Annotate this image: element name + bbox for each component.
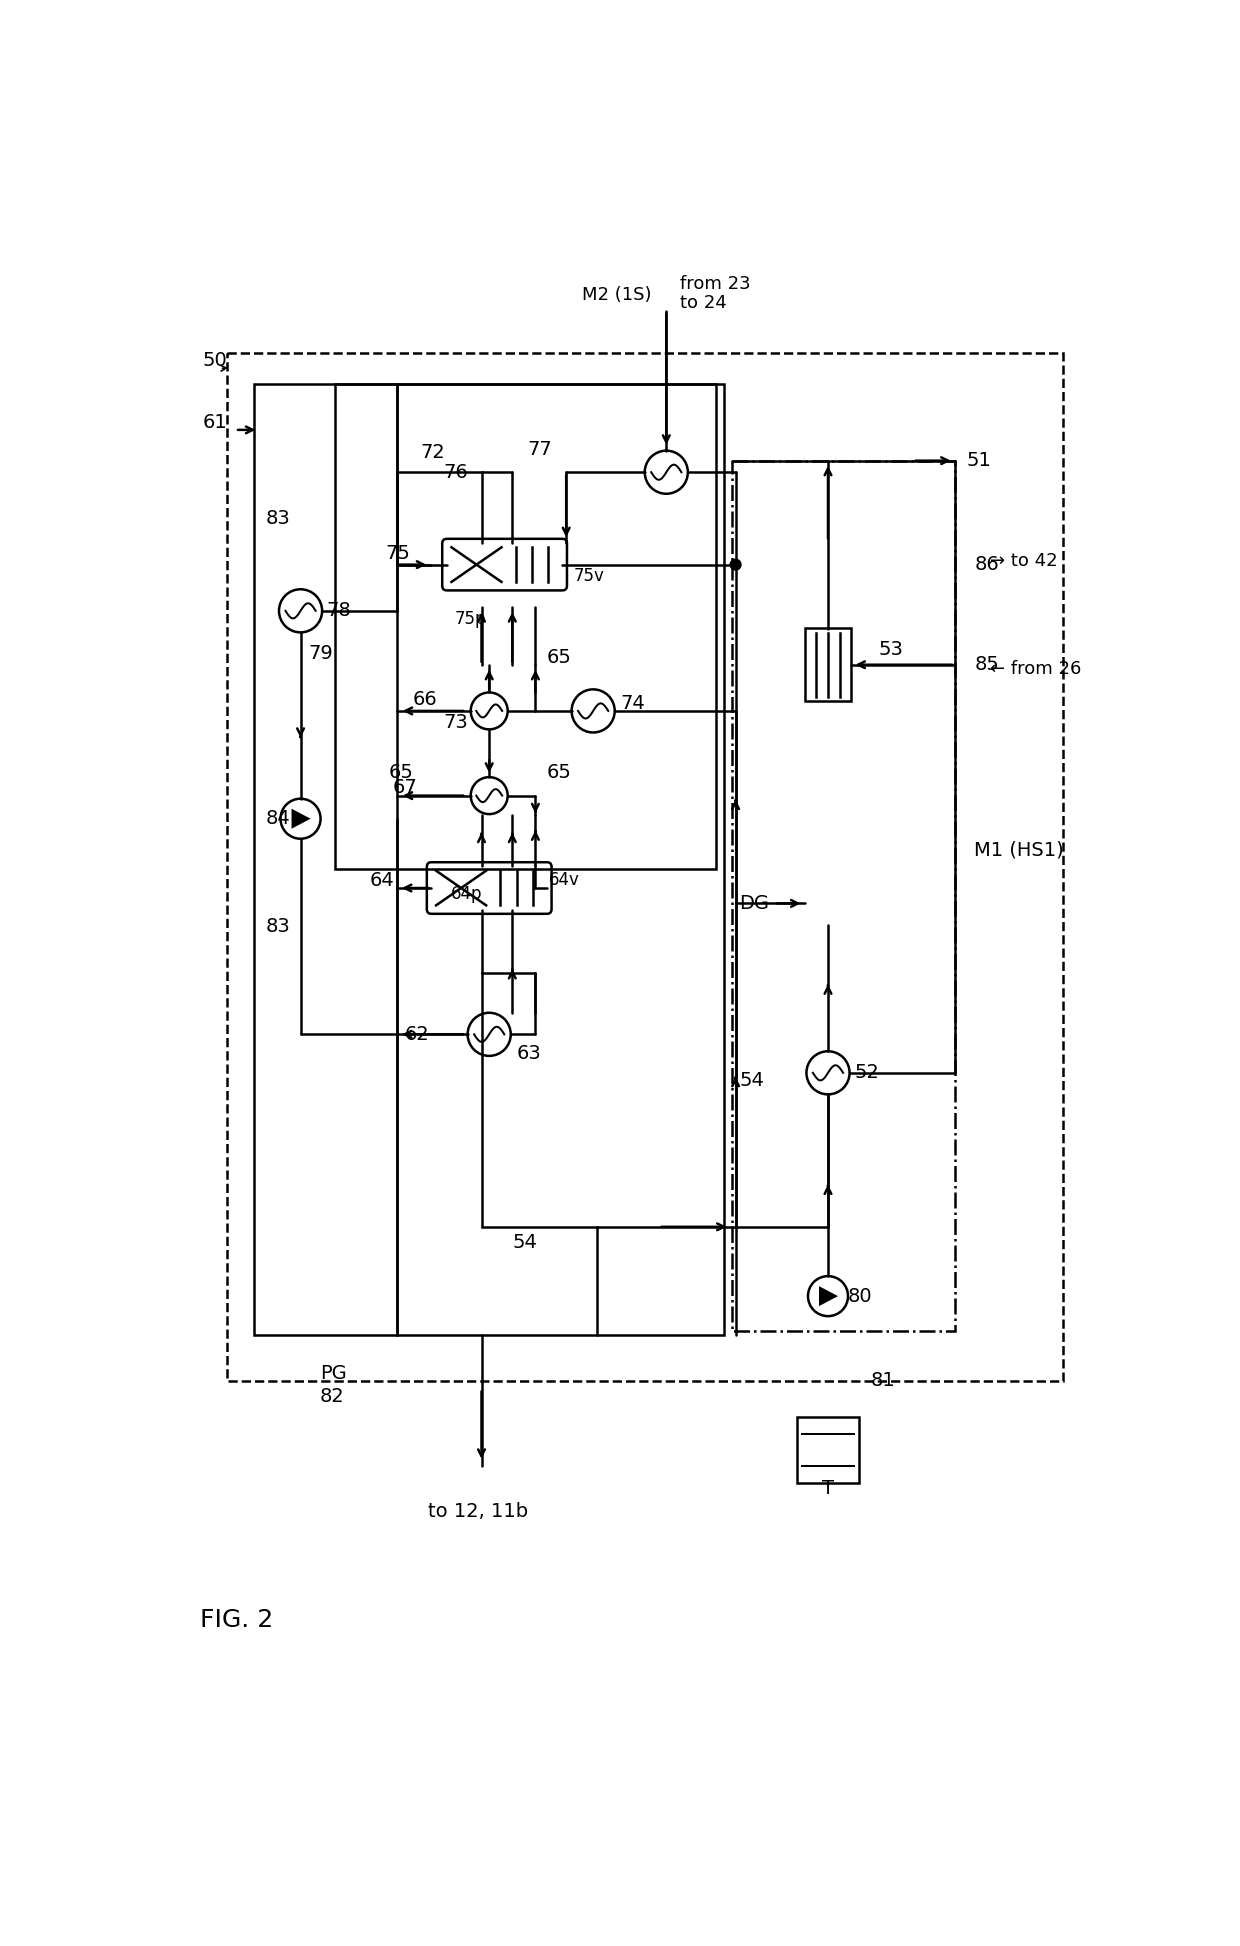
Bar [732,461,955,1331]
Bar [254,383,724,1335]
Text: PG: PG [320,1364,346,1382]
Text: 54: 54 [512,1232,537,1251]
Text: 75v: 75v [574,566,605,586]
Text: 51: 51 [967,451,992,471]
Text: 74: 74 [620,693,645,712]
Bar [335,383,717,868]
Text: 54: 54 [739,1070,764,1090]
Text: M2 (1S): M2 (1S) [582,286,651,304]
Text: FIG. 2: FIG. 2 [201,1607,274,1631]
Text: 67: 67 [393,778,418,798]
Text: 65: 65 [547,648,572,667]
Text: 61: 61 [203,413,227,432]
Text: DG: DG [739,893,770,913]
Text: 62: 62 [404,1026,429,1043]
Text: 73: 73 [443,712,467,732]
Text: 72: 72 [420,444,445,463]
Text: 81: 81 [870,1372,895,1389]
Text: 50: 50 [203,350,227,370]
Bar [227,352,1063,1382]
Text: 75: 75 [386,543,410,562]
Text: 80: 80 [847,1286,872,1306]
Text: 63: 63 [516,1045,541,1063]
Text: 76: 76 [443,463,467,483]
Text: 82: 82 [320,1387,345,1405]
Text: from 23: from 23 [681,274,750,292]
Text: to 12, 11b: to 12, 11b [428,1502,528,1522]
Text: 52: 52 [854,1063,880,1082]
Text: 66: 66 [412,691,436,708]
Text: ← from 26: ← from 26 [990,660,1081,677]
Text: 83: 83 [265,510,290,527]
Text: 77: 77 [528,440,553,459]
Text: 64p: 64p [450,885,482,903]
Text: 75p: 75p [455,609,486,627]
Text: M1 (HS1): M1 (HS1) [975,841,1064,858]
Bar [797,1417,859,1483]
Text: 64: 64 [370,870,394,889]
Text: 78: 78 [326,601,351,621]
Polygon shape [291,810,310,829]
Bar [805,629,851,701]
Text: 85: 85 [975,656,999,673]
Text: T: T [822,1479,835,1498]
Text: to 24: to 24 [681,294,727,311]
Circle shape [730,559,742,570]
Text: 53: 53 [878,640,903,660]
Text: 65: 65 [389,763,414,782]
Text: 83: 83 [265,917,290,936]
Polygon shape [818,1286,838,1306]
Text: 79: 79 [309,644,334,664]
Text: 86: 86 [975,555,999,574]
Text: 64v: 64v [549,872,580,889]
Text: 84: 84 [265,810,290,829]
Text: 65: 65 [547,763,572,782]
Text: → to 42: → to 42 [990,553,1058,570]
